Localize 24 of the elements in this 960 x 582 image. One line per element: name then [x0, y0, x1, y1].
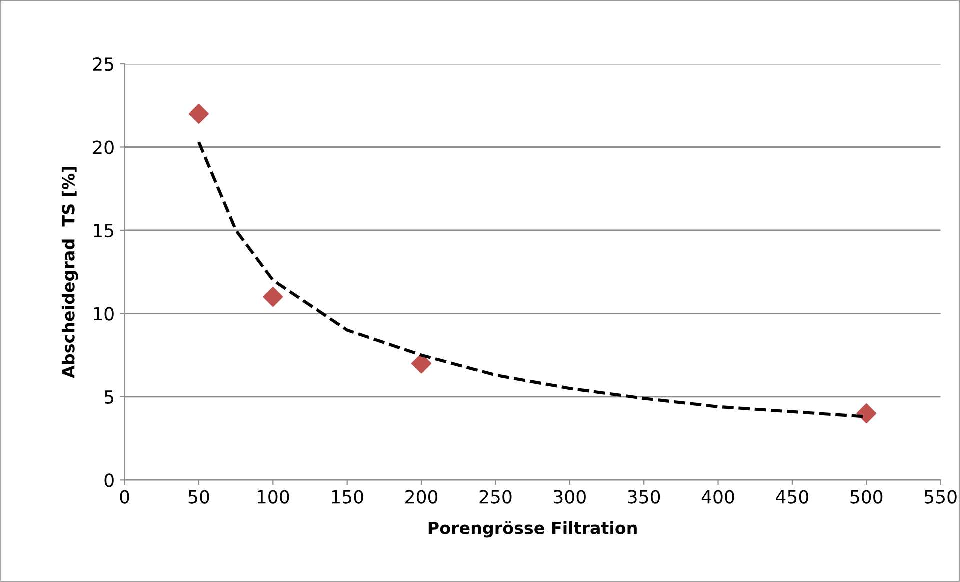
point: [263, 287, 284, 308]
point: [412, 354, 432, 374]
x-tick-label: 550: [924, 490, 957, 504]
y-tick-label: 5: [104, 390, 114, 404]
x-tick-label: 150: [332, 490, 364, 504]
point: [856, 404, 877, 424]
y-tick-label: 10: [94, 307, 114, 321]
y-tick-label: 20: [93, 140, 114, 154]
x-tick-label: 200: [406, 490, 438, 504]
y-axis-title: Abscheidegrad TS [%]: [62, 167, 78, 378]
x-tick-label: 100: [258, 490, 290, 504]
x-tick-label: 500: [850, 490, 883, 504]
point: [188, 104, 209, 124]
y-tick-label: 15: [94, 224, 114, 238]
y-tick-label: 25: [93, 57, 114, 72]
x-tick-label: 300: [554, 490, 586, 504]
x-axis-title: Porengrösse Filtration: [428, 521, 637, 538]
x-tick-label: 350: [628, 490, 660, 504]
y-tick-label: 0: [104, 474, 114, 488]
x-tick-label: 450: [776, 490, 808, 504]
x-tick-label: 0: [120, 490, 130, 504]
x-tick-label: 250: [480, 490, 512, 504]
x-tick-label: 50: [188, 490, 210, 504]
x-tick-label: 400: [702, 490, 734, 504]
